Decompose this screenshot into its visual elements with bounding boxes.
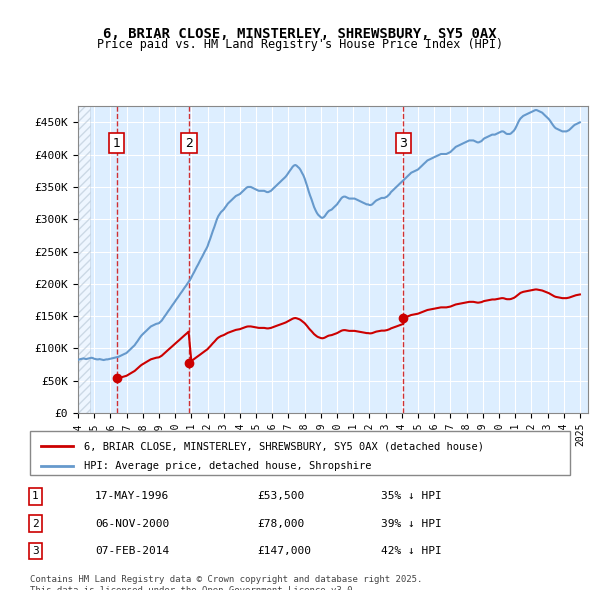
Text: 3: 3 <box>400 136 407 149</box>
Text: 3: 3 <box>32 546 39 556</box>
Text: 07-FEB-2014: 07-FEB-2014 <box>95 546 169 556</box>
Text: £53,500: £53,500 <box>257 491 304 502</box>
Bar <box>78 106 90 413</box>
Text: 1: 1 <box>32 491 39 502</box>
FancyBboxPatch shape <box>30 431 570 475</box>
Text: 17-MAY-1996: 17-MAY-1996 <box>95 491 169 502</box>
Text: 6, BRIAR CLOSE, MINSTERLEY, SHREWSBURY, SY5 0AX: 6, BRIAR CLOSE, MINSTERLEY, SHREWSBURY, … <box>103 27 497 41</box>
Text: 1: 1 <box>113 136 121 149</box>
Text: £147,000: £147,000 <box>257 546 311 556</box>
Text: 2: 2 <box>185 136 193 149</box>
Text: 2: 2 <box>32 519 39 529</box>
Text: HPI: Average price, detached house, Shropshire: HPI: Average price, detached house, Shro… <box>84 461 371 471</box>
Text: 6, BRIAR CLOSE, MINSTERLEY, SHREWSBURY, SY5 0AX (detached house): 6, BRIAR CLOSE, MINSTERLEY, SHREWSBURY, … <box>84 441 484 451</box>
Text: 39% ↓ HPI: 39% ↓ HPI <box>381 519 442 529</box>
Text: Price paid vs. HM Land Registry's House Price Index (HPI): Price paid vs. HM Land Registry's House … <box>97 38 503 51</box>
Text: £78,000: £78,000 <box>257 519 304 529</box>
Text: 35% ↓ HPI: 35% ↓ HPI <box>381 491 442 502</box>
Text: 06-NOV-2000: 06-NOV-2000 <box>95 519 169 529</box>
Text: Contains HM Land Registry data © Crown copyright and database right 2025.
This d: Contains HM Land Registry data © Crown c… <box>30 575 422 590</box>
Text: 42% ↓ HPI: 42% ↓ HPI <box>381 546 442 556</box>
